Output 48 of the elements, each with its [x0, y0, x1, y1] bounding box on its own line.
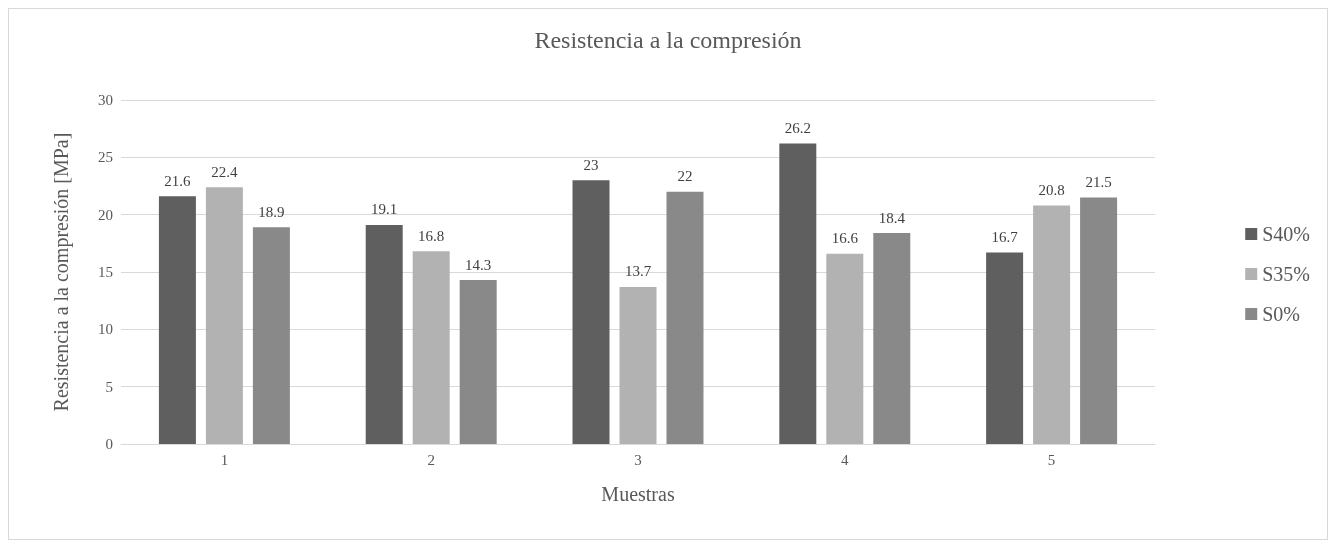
legend-label: S35%	[1262, 263, 1311, 285]
data-label: 20.8	[1038, 181, 1065, 198]
data-label: 22	[677, 168, 693, 185]
bar	[986, 252, 1024, 444]
chart-title: Resistencia a la compresión	[534, 27, 802, 53]
bar	[205, 187, 243, 444]
y-tick-label: 25	[98, 149, 113, 166]
data-label: 16.8	[418, 227, 445, 244]
y-tick-label: 15	[98, 264, 113, 280]
bar	[826, 253, 864, 444]
data-label: 16.6	[831, 230, 859, 247]
y-tick-label: 10	[98, 321, 113, 338]
x-tick-label: 3	[634, 451, 642, 468]
bar	[365, 224, 403, 444]
data-label: 21.6	[164, 172, 192, 189]
y-tick-label: 0	[105, 436, 113, 452]
bar	[779, 143, 817, 444]
data-label: 26.2	[784, 120, 811, 137]
x-tick-label: 4	[841, 451, 850, 468]
bar	[572, 180, 610, 444]
bar	[1033, 205, 1071, 444]
bar	[252, 227, 290, 444]
x-tick-label: 2	[427, 451, 435, 468]
bar	[459, 280, 497, 444]
y-tick-label: 30	[98, 92, 113, 108]
legend-label: S0%	[1262, 303, 1301, 325]
data-label: 21.5	[1085, 173, 1112, 190]
y-tick-label: 5	[105, 378, 113, 395]
data-label: 14.3	[465, 256, 492, 273]
data-label: 19.1	[371, 201, 398, 218]
bar	[619, 286, 657, 444]
x-tick-label: 5	[1047, 451, 1056, 468]
bar	[873, 233, 911, 444]
bar	[666, 191, 704, 444]
data-label: 18.9	[258, 203, 285, 220]
bar	[1080, 197, 1118, 444]
data-label: 18.4	[878, 209, 906, 226]
data-label: 22.4	[211, 163, 239, 180]
x-tick-label: 1	[220, 451, 229, 468]
data-label: 16.7	[991, 229, 1019, 246]
legend-label: S40%	[1262, 223, 1311, 245]
y-axis-title: Resistencia a la compresión [MPa]	[50, 132, 73, 412]
y-tick-label: 20	[98, 206, 113, 223]
data-label: 13.7	[624, 263, 652, 280]
data-label: 23	[583, 156, 599, 173]
x-axis-title: Muestras	[601, 483, 675, 505]
bar	[158, 196, 196, 444]
bar	[412, 251, 450, 444]
